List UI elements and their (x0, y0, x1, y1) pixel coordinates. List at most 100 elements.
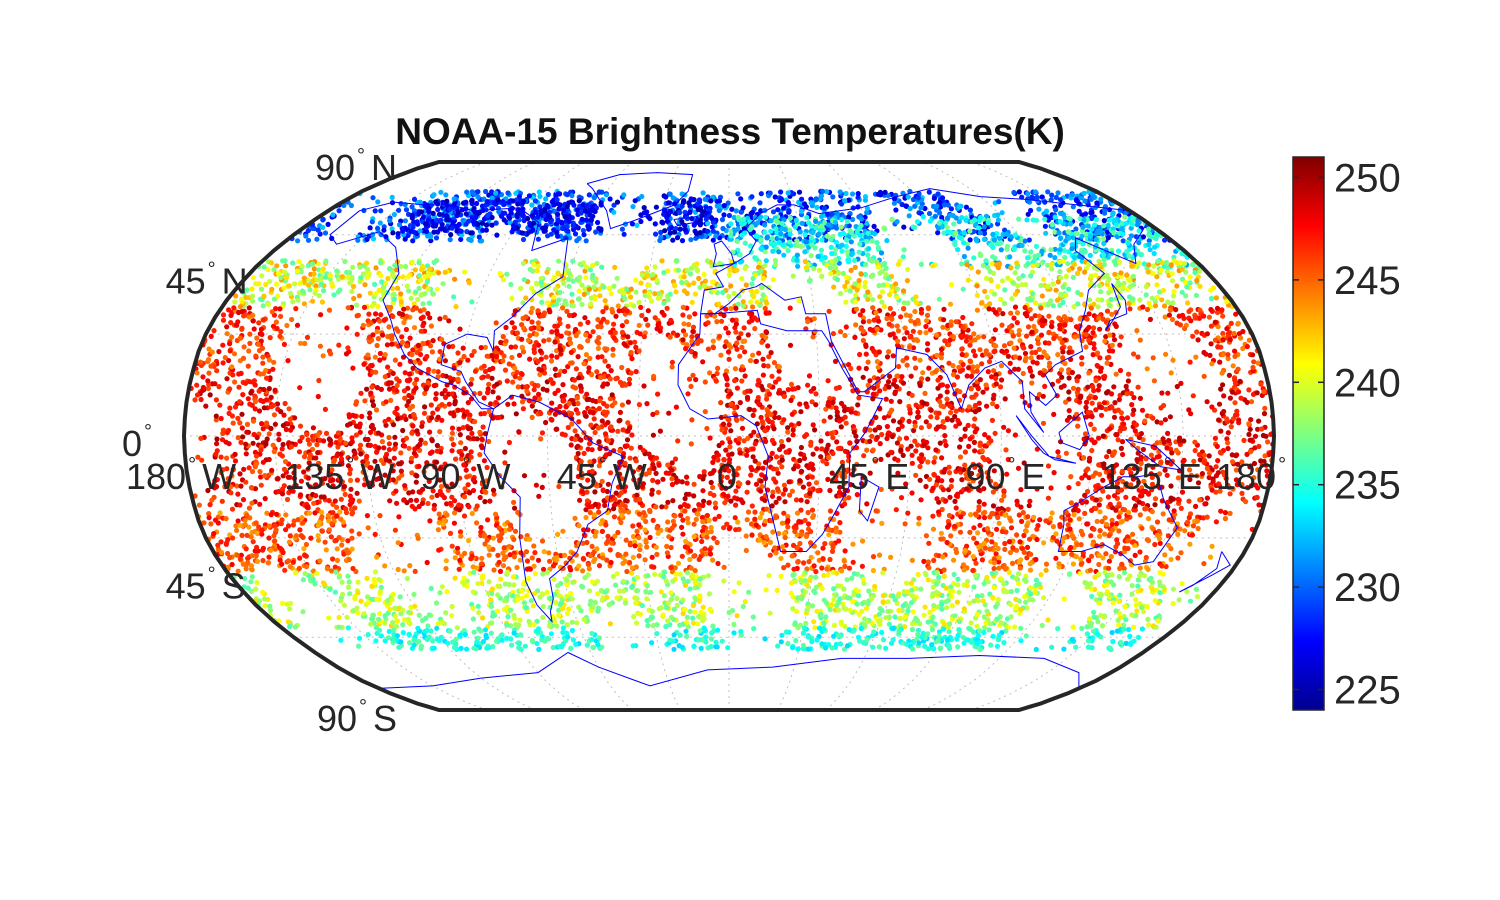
temperature-point (1075, 508, 1081, 514)
temperature-point (431, 368, 437, 374)
temperature-point (593, 279, 599, 285)
temperature-point (1104, 360, 1110, 366)
temperature-point (389, 333, 395, 339)
temperature-point (863, 351, 869, 357)
temperature-point (533, 331, 540, 337)
temperature-point (413, 497, 420, 503)
temperature-point (918, 497, 924, 503)
temperature-point (1182, 325, 1188, 332)
temperature-point (387, 266, 393, 272)
temperature-point (1169, 316, 1176, 323)
temperature-point (725, 330, 731, 336)
temperature-point (302, 340, 308, 347)
temperature-point (1140, 446, 1146, 453)
temperature-point (1030, 217, 1036, 223)
temperature-point (396, 222, 403, 228)
temperature-point (1022, 248, 1028, 254)
temperature-point (440, 281, 446, 287)
temperature-point (1097, 355, 1103, 361)
temperature-point (624, 308, 630, 314)
temperature-point (282, 269, 288, 275)
temperature-point (798, 243, 804, 249)
temperature-point (1086, 324, 1092, 330)
temperature-point (692, 351, 698, 357)
temperature-point (775, 219, 781, 225)
temperature-point (974, 307, 981, 313)
temperature-point (768, 218, 774, 224)
temperature-point (768, 228, 774, 234)
temperature-point (531, 289, 537, 295)
temperature-point (1220, 352, 1226, 358)
temperature-point (876, 318, 882, 324)
temperature-point (266, 357, 272, 363)
temperature-point (1127, 283, 1134, 290)
temperature-point (602, 358, 608, 364)
temperature-point (1204, 331, 1210, 337)
temperature-point (519, 230, 525, 236)
temperature-point (1108, 296, 1114, 303)
temperature-point (904, 362, 910, 368)
temperature-point (1113, 371, 1119, 377)
temperature-point (740, 299, 746, 305)
temperature-point (735, 214, 741, 220)
temperature-point (865, 289, 871, 295)
temperature-point (873, 310, 879, 316)
temperature-point (660, 476, 666, 482)
temperature-point (853, 292, 859, 298)
temperature-point (506, 361, 512, 367)
temperature-point (1124, 272, 1130, 278)
temperature-point (521, 325, 527, 331)
temperature-point (417, 360, 423, 366)
temperature-point (322, 274, 328, 280)
temperature-point (874, 359, 881, 365)
temperature-point (381, 227, 387, 233)
temperature-point (932, 213, 939, 219)
temperature-point (573, 326, 579, 333)
temperature-point (614, 275, 620, 281)
temperature-point (860, 337, 867, 344)
temperature-point (1026, 237, 1032, 243)
temperature-point (960, 324, 966, 330)
temperature-point (733, 305, 739, 311)
temperature-point (581, 361, 587, 367)
temperature-point (704, 258, 711, 264)
temperature-point (261, 264, 267, 270)
temperature-point (1212, 319, 1218, 325)
temperature-point (1084, 316, 1090, 322)
temperature-point (686, 200, 692, 206)
temperature-point (493, 353, 500, 360)
temperature-point (562, 368, 568, 374)
temperature-point (320, 353, 326, 359)
temperature-point (520, 315, 526, 321)
temperature-point (650, 432, 657, 438)
temperature-point (1028, 316, 1034, 322)
temperature-point (339, 274, 345, 280)
temperature-point (508, 344, 514, 350)
temperature-point (760, 275, 767, 281)
temperature-point (619, 323, 626, 329)
temperature-point (1244, 343, 1250, 350)
temperature-point (1220, 313, 1226, 319)
temperature-point (420, 341, 427, 347)
temperature-point (787, 342, 794, 348)
temperature-point (856, 278, 862, 284)
temperature-point (472, 214, 478, 220)
temperature-point (543, 196, 549, 202)
temperature-point (1025, 324, 1032, 330)
temperature-point (354, 331, 360, 337)
temperature-point (259, 345, 266, 351)
temperature-point (758, 268, 764, 274)
temperature-point (797, 229, 803, 235)
temperature-point (1074, 231, 1080, 237)
temperature-point (1095, 350, 1101, 356)
temperature-point (697, 230, 703, 236)
temperature-point (510, 222, 516, 228)
temperature-point (1000, 311, 1006, 317)
temperature-point (589, 372, 595, 378)
temperature-point (581, 291, 587, 297)
temperature-point (592, 429, 598, 436)
temperature-point (882, 189, 888, 195)
temperature-point (556, 206, 562, 212)
temperature-point (535, 358, 541, 365)
